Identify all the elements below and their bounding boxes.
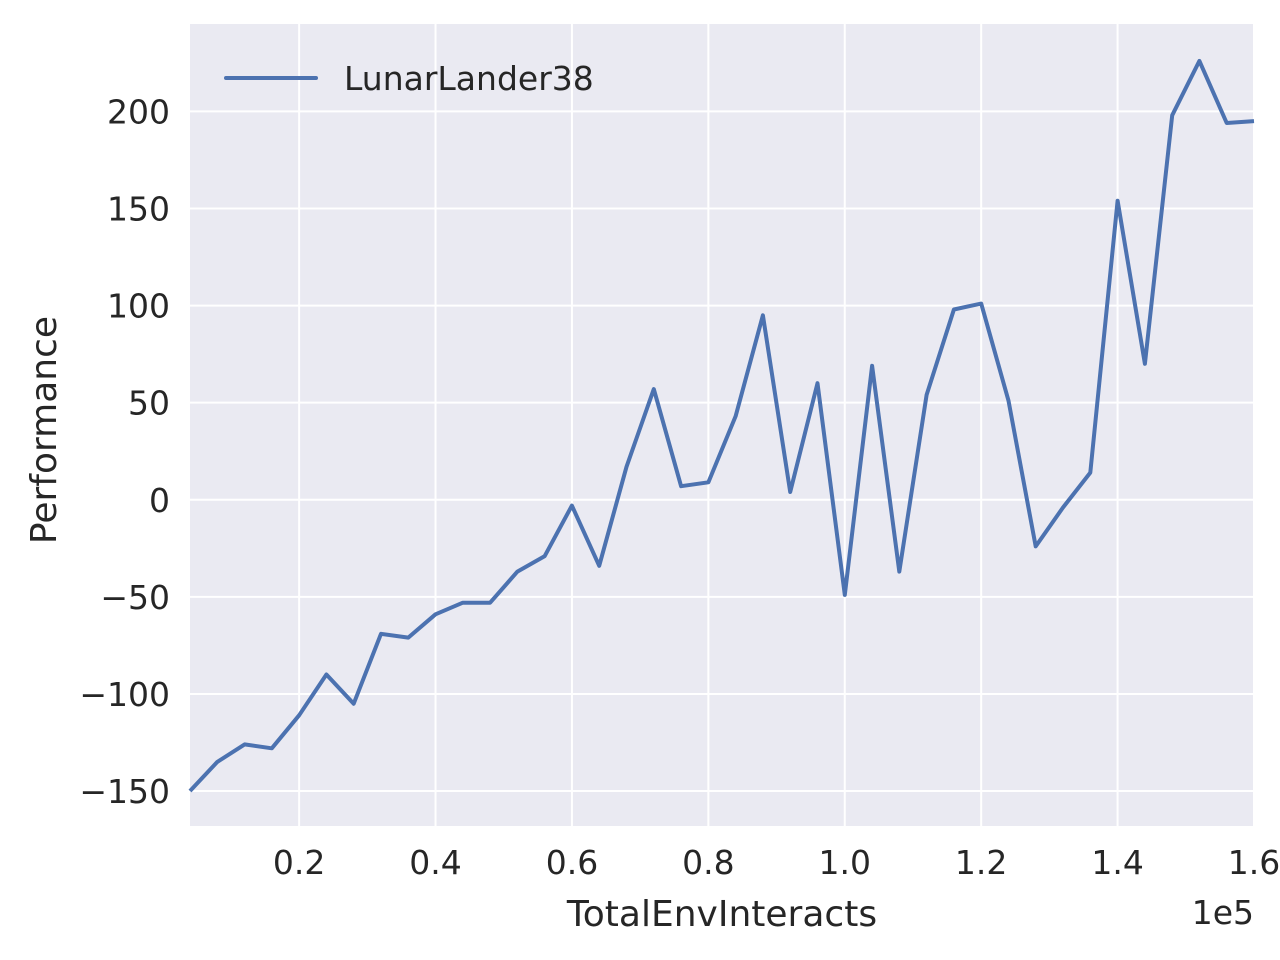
x-tick-label: 1.6 (1228, 843, 1280, 882)
x-tick-labels: 0.2 0.4 0.6 0.8 1.0 1.2 1.4 1.6 (273, 843, 1280, 882)
y-tick-label: −50 (100, 578, 170, 617)
x-offset-label: 1e5 (1192, 893, 1254, 932)
x-tick-label: 1.0 (819, 843, 871, 882)
x-axis-label: TotalEnvInteracts (566, 894, 877, 935)
series-line (188, 58, 1255, 793)
y-tick-label: 150 (107, 189, 170, 228)
legend-label: LunarLander38 (344, 59, 594, 98)
y-tick-label: −100 (79, 675, 170, 714)
series-lines (188, 58, 1255, 793)
x-tick-label: 0.6 (546, 843, 598, 882)
y-tick-label: 100 (107, 287, 170, 326)
y-axis-label: Performance (24, 316, 65, 544)
x-tick-label: 0.8 (682, 843, 734, 882)
y-tick-label: −150 (79, 772, 170, 811)
x-tick-label: 0.2 (273, 843, 325, 882)
legend: LunarLander38 (224, 59, 594, 98)
y-tick-label: 200 (107, 92, 170, 131)
y-tick-label: 50 (128, 384, 170, 423)
plot-background (190, 24, 1254, 826)
x-tick-label: 1.2 (955, 843, 1007, 882)
y-tick-label: 0 (149, 481, 170, 520)
x-tick-label: 0.4 (409, 843, 461, 882)
grid-lines (190, 24, 1255, 826)
x-tick-label: 1.4 (1091, 843, 1143, 882)
y-tick-labels: −150 −100 −50 0 50 100 150 200 (79, 92, 170, 811)
